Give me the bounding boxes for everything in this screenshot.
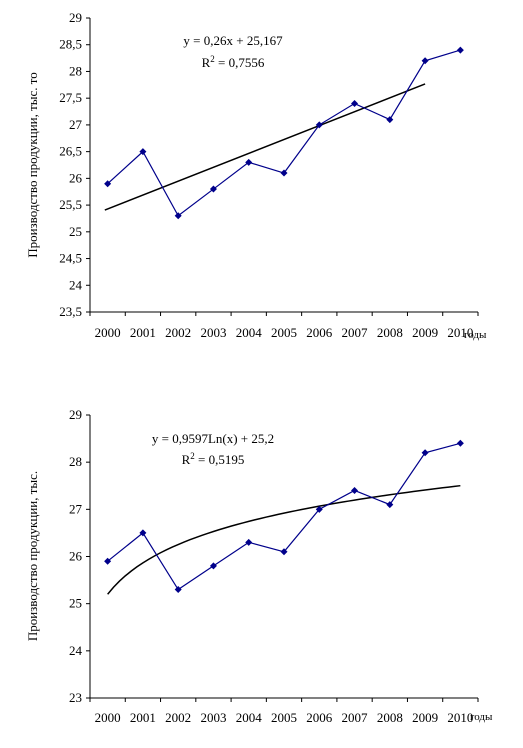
- data-point: [351, 486, 359, 494]
- data-point: [456, 439, 464, 447]
- y-tick-label: 28,5: [59, 37, 82, 52]
- r2-r: R: [202, 55, 211, 70]
- x-tick-label: 2009: [412, 710, 438, 725]
- data-point: [174, 212, 182, 220]
- data-point: [421, 57, 429, 65]
- x-tick-label: 2003: [200, 710, 226, 725]
- x-tick-label: 2001: [130, 325, 156, 340]
- x-tick-label: 2006: [306, 710, 333, 725]
- data-point: [421, 449, 429, 457]
- x-tick-label: 2007: [342, 325, 369, 340]
- data-point: [104, 557, 112, 565]
- y-tick-label: 25: [69, 224, 82, 239]
- x-tick-label: 2010: [447, 710, 473, 725]
- r2-value: = 0,7556: [215, 55, 265, 70]
- r-squared-label: R2 = 0,7556: [202, 54, 265, 70]
- data-point: [174, 586, 182, 594]
- chart-log-trend: 23 24 25 26 27 28 29 2000 2001 2002 2003 2004 2005 20…: [25, 407, 493, 725]
- y-tick-label: 25,5: [59, 197, 82, 212]
- y-tick-label: 26: [69, 549, 83, 564]
- y-tick-label: 26,5: [59, 144, 82, 159]
- data-point: [139, 529, 147, 537]
- x-tick-label: 2003: [200, 325, 226, 340]
- x-axis-title: годы: [470, 711, 493, 723]
- r2-sup: 2: [190, 451, 195, 461]
- x-tick-label: 2004: [236, 325, 263, 340]
- y-tick-label: 24: [69, 643, 83, 658]
- series-line: [107, 442, 461, 591]
- data-point: [386, 501, 394, 509]
- r2-sup: 2: [210, 54, 215, 64]
- x-tick-label: 2007: [342, 710, 369, 725]
- y-tick-label: 25: [69, 596, 82, 611]
- x-tick-label: 2004: [236, 710, 263, 725]
- x-tick-label: 2008: [377, 710, 403, 725]
- y-tick-label: 27,5: [59, 90, 82, 105]
- x-tick-label: 2009: [412, 325, 438, 340]
- data-point: [315, 505, 323, 513]
- data-point: [104, 180, 112, 188]
- y-tick-label: 27: [69, 501, 83, 516]
- r2-value: = 0,5195: [195, 452, 245, 467]
- x-tick-label: 2005: [271, 325, 297, 340]
- trend-line: [104, 83, 426, 211]
- y-tick-label: 27: [69, 117, 83, 132]
- x-tick-label: 2008: [377, 325, 403, 340]
- trend-equation: y = 0,9597Ln(x) + 25,2: [152, 431, 274, 446]
- y-axis-title: Производство продукции, тыс. то: [25, 72, 40, 258]
- y-tick-label: 24,5: [59, 251, 82, 266]
- data-point: [315, 121, 323, 129]
- data-point: [456, 46, 464, 54]
- r2-r: R: [182, 452, 191, 467]
- data-point: [209, 562, 217, 570]
- y-tick-label: 26: [69, 170, 83, 185]
- data-point: [209, 185, 217, 193]
- data-point: [351, 100, 359, 108]
- x-tick-label: 2002: [165, 325, 191, 340]
- x-tick-label: 2000: [95, 325, 121, 340]
- y-tick-label: 29: [69, 407, 82, 422]
- chart-linear-trend: 23,5 24 24,5 25 25,5 26 26,5 27 27,5 28 28,5 29 2000…: [25, 10, 487, 341]
- data-point: [139, 148, 147, 156]
- y-tick-label: 28: [69, 63, 82, 78]
- x-tick-label: 2001: [130, 710, 156, 725]
- y-tick-label: 29: [69, 10, 82, 25]
- data-point: [280, 169, 288, 177]
- data-point: [245, 158, 253, 166]
- y-axis-title: Производство продукции, тыс.: [25, 471, 40, 641]
- y-tick-label: 28: [69, 454, 82, 469]
- data-point: [386, 116, 394, 124]
- trend-equation: y = 0,26x + 25,167: [183, 33, 283, 48]
- x-tick-label: 2005: [271, 710, 297, 725]
- x-tick-label: 2010: [447, 325, 473, 340]
- series-line: [107, 49, 461, 217]
- y-tick-label: 23: [69, 690, 82, 705]
- trend-line: [107, 484, 461, 595]
- y-tick-label: 24: [69, 277, 83, 292]
- x-axis-title: годы: [464, 329, 487, 341]
- x-tick-label: 2002: [165, 710, 191, 725]
- r-squared-label: R2 = 0,5195: [182, 451, 245, 467]
- y-tick-label: 23,5: [59, 304, 82, 319]
- data-point: [280, 548, 288, 556]
- x-tick-label: 2006: [306, 325, 333, 340]
- x-tick-label: 2000: [95, 710, 121, 725]
- data-point: [245, 538, 253, 546]
